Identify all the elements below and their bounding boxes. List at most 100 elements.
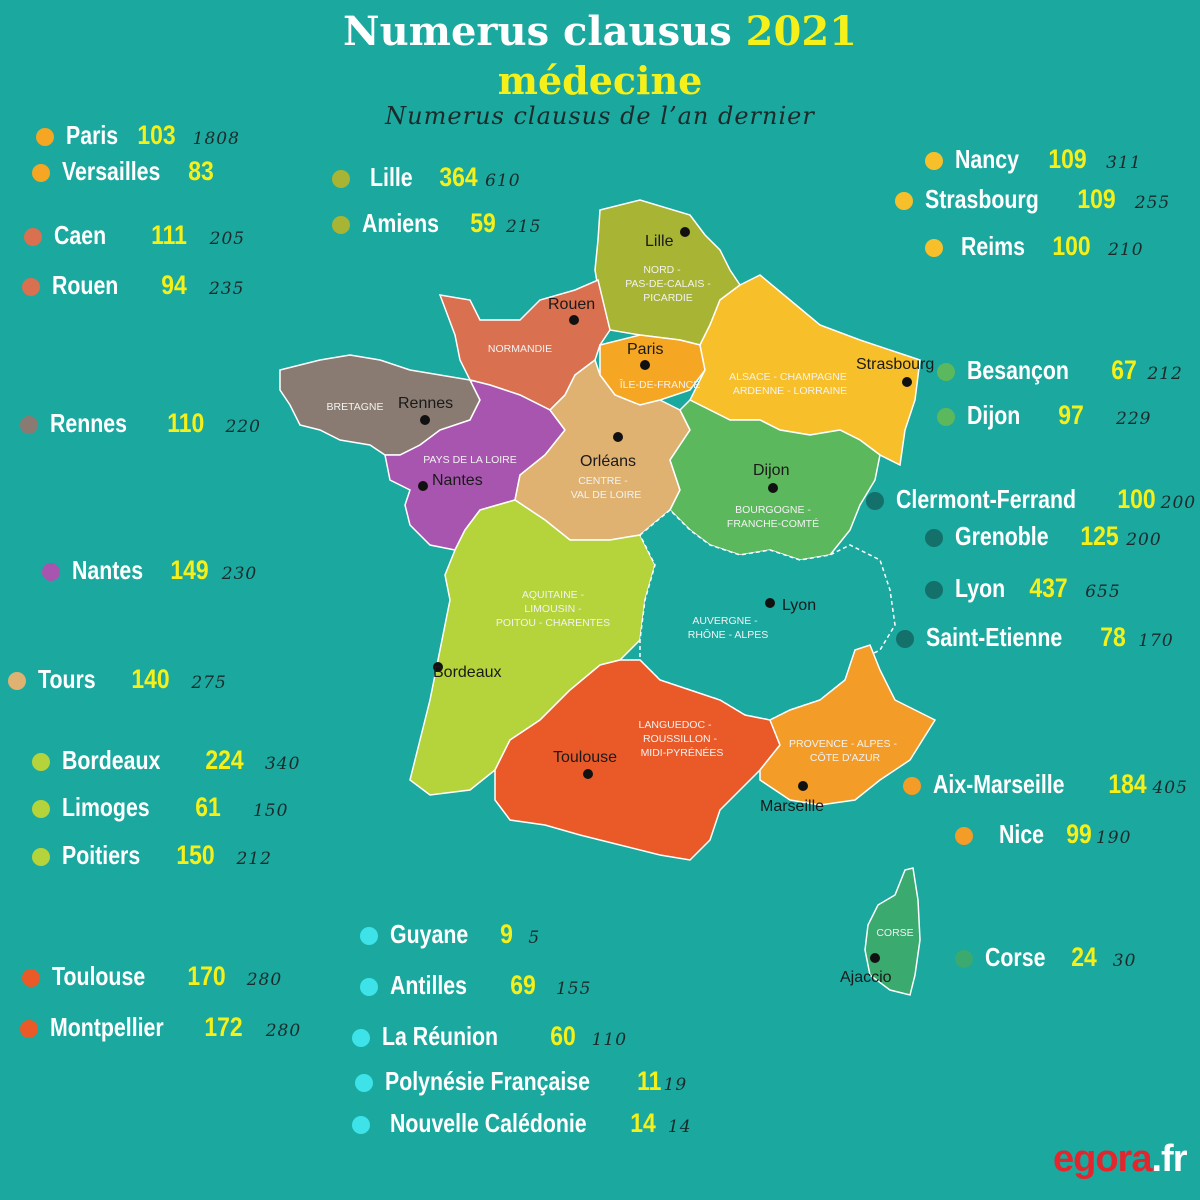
entry-prev: 155 [555,979,592,999]
dot [896,630,914,648]
entry-name: Nantes [72,555,144,585]
entry-nc: 125 [1080,521,1119,551]
entry-name: Aix-Marseille [933,769,1065,799]
region-label-corse: CORSE [876,927,913,939]
entry-prev: 220 [225,417,261,437]
entry-prev: 275 [191,673,227,693]
region-label-nord-3: PICARDIE [643,292,693,304]
entry-nc: 67 [1111,355,1138,385]
entry-prev: 5 [528,928,541,948]
entry-nc: 78 [1100,622,1126,652]
entry-prev: 215 [505,217,542,237]
title-text: Numerus clausus [343,8,732,55]
entry-nc: 99 [1066,819,1092,849]
dot [22,969,40,987]
entry-nc: 150 [176,840,216,870]
dot [937,363,955,381]
region-label-normandie: NORMANDIE [488,343,552,355]
entry-nancy: Nancy 109 311 [925,144,1142,175]
entry-strasbourg: Strasbourg 109 255 [895,184,1170,215]
city-dot-strasbourg [902,377,912,387]
entry-versailles: Versailles 83 [32,156,230,187]
entry-prev: 229 [1116,409,1152,429]
dot [895,192,913,210]
entry-name: Lille [370,162,413,192]
city-label-paris: Paris [627,341,663,358]
entry-rouen: Rouen 94 235 [22,270,244,301]
entry-nc: 14 [630,1108,656,1138]
entry-toulouse: Toulouse 170 280 [22,961,282,992]
entry-name: Strasbourg [925,184,1039,214]
entry-limoges: Limoges 61 150 [32,792,288,823]
entry-amiens: Amiens 59 215 [332,208,541,239]
dot [32,848,50,866]
dot [332,170,350,188]
entry-name: Nouvelle Calédonie [390,1108,587,1138]
region-label-centre-2: VAL DE LOIRE [571,489,642,501]
region-corse [864,867,921,996]
dot [22,278,40,296]
egora-logo: egora.fr [1053,1138,1187,1181]
logo-tld: .fr [1151,1138,1187,1180]
entry-prev: 212 [1147,364,1183,384]
entry-name: Caen [54,220,107,250]
entry-nc: 97 [1058,400,1084,430]
city-dot-nantes [418,481,428,491]
legend-note: Numerus clausus de l’an dernier [385,102,815,130]
region-label-occitanie-2: ROUSSILLON - [643,733,718,745]
entry-name: Saint-Etienne [926,622,1063,652]
region-label-occitanie: LANGUEDOC - [639,719,712,731]
entry-montpellier: Montpellier 172 280 [20,1012,301,1043]
dot [360,927,378,945]
region-label-auvergne-2: RHÔNE - ALPES [688,628,769,641]
region-label-aquitaine-2: LIMOUSIN - [524,603,582,615]
logo-brand: egora [1053,1138,1152,1180]
dot [937,408,955,426]
entry-name: Nancy [955,144,1019,174]
entry-nc: 172 [204,1012,243,1042]
entry-prev: 610 [485,171,521,191]
entry-polynesie-francaise: Polynésie Française 11 19 [355,1066,687,1097]
entry-name: Reims [961,231,1025,261]
entry-nc: 11 [637,1066,662,1096]
dot [903,777,921,795]
region-label-paca: PROVENCE - ALPES - [789,738,897,750]
city-dot-orleans [613,432,623,442]
entry-la-reunion: La Réunion 60 110 [352,1021,627,1052]
entry-prev: 1808 [192,129,240,149]
entry-aix-marseille: Aix-Marseille 184 405 [903,769,1188,800]
entry-nc: 224 [205,745,244,775]
entry-nc: 69 [510,970,536,1000]
entry-caen: Caen 111 205 [24,220,245,251]
entry-prev: 212 [236,849,272,869]
dot [955,827,973,845]
entry-name: Rennes [50,408,128,438]
city-label-rouen: Rouen [548,296,595,313]
dot [866,492,884,510]
entry-name: Besançon [967,355,1069,385]
region-label-aquitaine: AQUITAINE - [522,589,585,601]
entry-nc: 94 [161,270,187,300]
entry-name: Antilles [390,970,468,1000]
entry-nc: 149 [170,555,209,585]
entry-lille: Lille 364 610 [332,162,521,193]
entry-nc: 100 [1116,484,1156,514]
entry-nc: 24 [1070,942,1097,972]
dot [332,216,350,234]
entry-antilles: Antilles 69 155 [360,970,591,1001]
city-dot-toulouse [583,769,593,779]
city-dot-rouen [569,315,579,325]
city-label-bordeaux: Bordeaux [433,664,502,681]
dot [20,416,38,434]
city-label-marseille: Marseille [760,798,824,815]
city-label-strasbourg: Strasbourg [856,356,934,373]
entry-nc: 184 [1108,769,1148,799]
entry-prev: 30 [1112,951,1137,971]
entry-prev: 19 [663,1075,688,1095]
region-label-bretagne: BRETAGNE [327,401,384,413]
dot [925,581,943,599]
entry-prev: 210 [1108,240,1144,260]
city-dot-rennes [420,415,430,425]
city-dot-lille [680,227,690,237]
